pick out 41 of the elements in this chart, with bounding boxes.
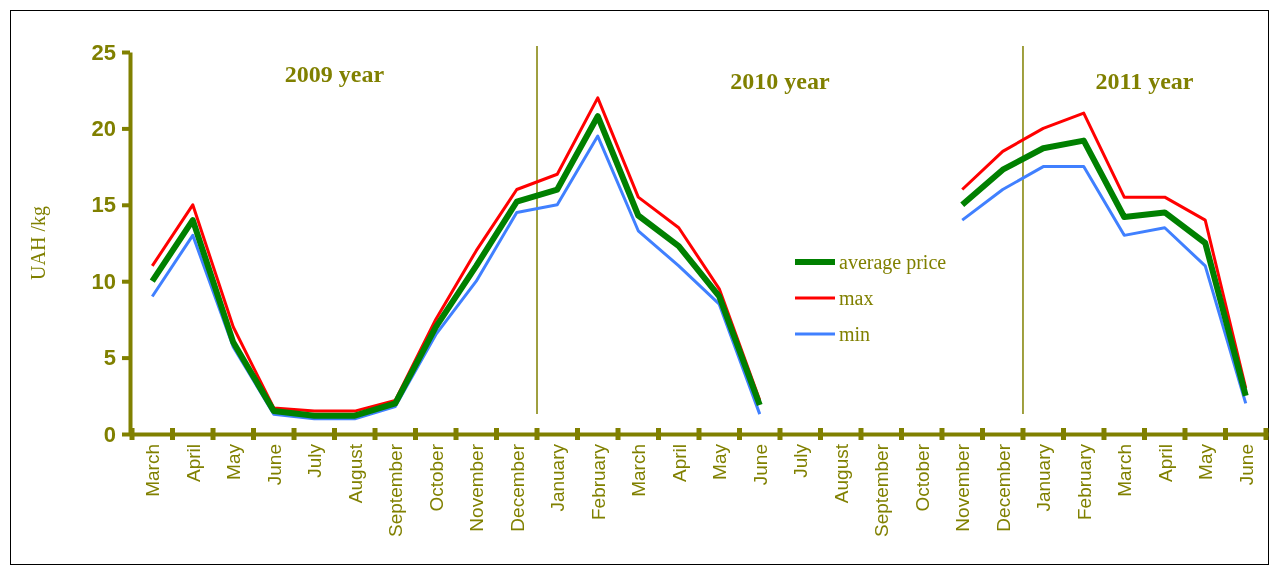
x-tick-label: October (911, 443, 933, 512)
x-tick-label: March (142, 444, 164, 497)
x-tick-label: February (587, 443, 609, 521)
x-tick-label: May (223, 443, 245, 480)
annotation: 2009 year (284, 61, 385, 87)
x-tick-label: November (466, 443, 488, 532)
x-tick-label: June (1235, 444, 1257, 486)
x-tick-label: March (1114, 444, 1136, 497)
y-tick-label: 0 (103, 421, 116, 447)
y-tick-label: 5 (103, 345, 116, 371)
x-tick-label: February (1073, 443, 1095, 521)
legend-label: min (839, 323, 871, 345)
x-tick-label: May (709, 443, 731, 480)
x-tick-label: December (506, 443, 528, 532)
x-tick-label: July (304, 443, 326, 478)
x-tick-label: August (344, 443, 366, 504)
x-tick-label: April (1154, 444, 1176, 483)
y-tick-label: 15 (91, 192, 116, 218)
legend-label: average price (839, 251, 947, 274)
x-tick-label: April (668, 444, 690, 483)
annotation: 2010 year (730, 68, 830, 94)
x-tick-label: April (182, 444, 204, 483)
x-tick-label: March (628, 444, 650, 497)
y-tick-label: 25 (91, 39, 116, 65)
x-tick-label: August (830, 443, 852, 504)
x-tick-label: July (790, 443, 812, 478)
annotation: 2011 year (1095, 68, 1194, 94)
x-tick-label: October (425, 443, 447, 512)
x-tick-label: November (952, 443, 974, 532)
x-tick-label: January (547, 443, 569, 512)
x-tick-label: June (263, 444, 285, 486)
y-axis-title: UAH /kg (27, 206, 50, 280)
x-tick-label: May (1195, 443, 1217, 480)
x-tick-label: January (1033, 443, 1055, 512)
x-tick-label: December (992, 443, 1014, 532)
x-tick-label: September (385, 443, 407, 537)
legend-label: max (839, 287, 874, 309)
y-tick-label: 10 (91, 268, 116, 294)
y-tick-label: 20 (91, 115, 116, 141)
x-tick-label: June (749, 444, 771, 486)
x-tick-label: September (871, 443, 893, 537)
